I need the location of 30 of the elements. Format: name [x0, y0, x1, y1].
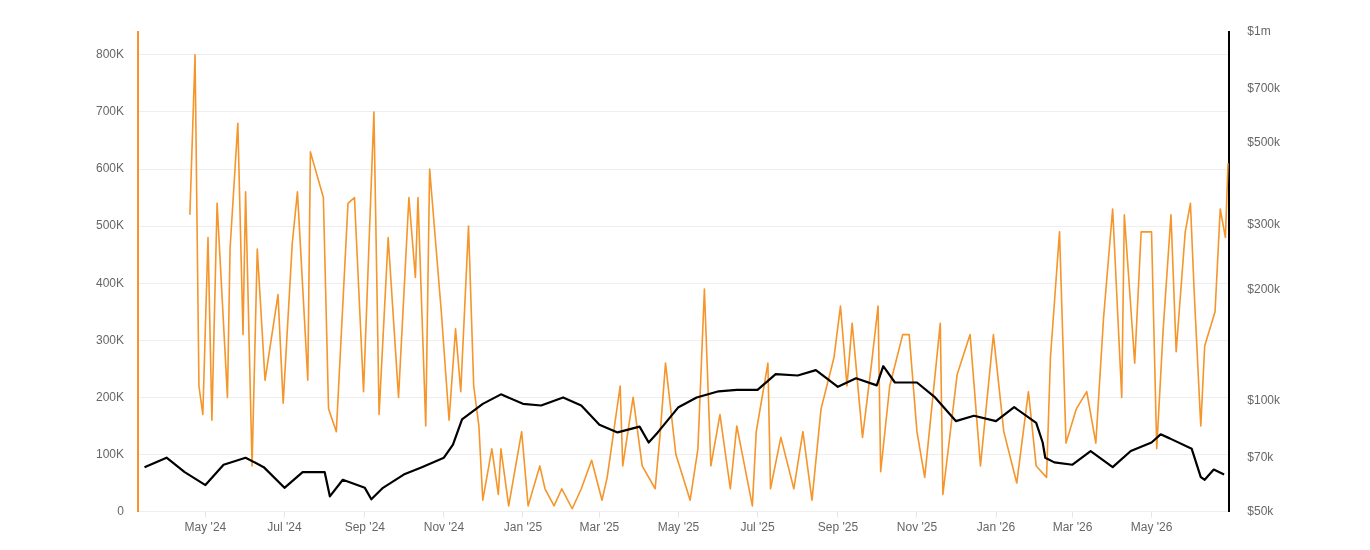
y-tick-label: 800K	[95, 47, 125, 62]
x-tick-label: May '25	[657, 520, 700, 535]
y2-tick-label: $200k	[1247, 281, 1281, 296]
y2-tick-label: $700k	[1247, 81, 1281, 96]
y-tick-label: 700K	[95, 104, 125, 119]
x-tick-label: Jul '24	[267, 520, 302, 535]
x-tick-label: Nov '25	[896, 520, 938, 535]
y2-tick-label: $300k	[1247, 217, 1281, 232]
x-tick-label: May '24	[184, 520, 227, 535]
x-tick-label: Jan '25	[503, 520, 543, 535]
y2-tick-label: $70k	[1247, 450, 1275, 465]
x-tick-label: Sep '25	[817, 520, 859, 535]
x-tick-label: Sep '24	[344, 520, 386, 535]
x-tick-label: Mar '25	[579, 520, 620, 535]
x-tick-label: Jul '25	[740, 520, 776, 535]
y2-tick-label: $50k	[1247, 503, 1275, 518]
x-tick-label: Jan '26	[976, 520, 1016, 535]
y2-tick-label: $1m	[1247, 24, 1271, 39]
y-tick-label: 500K	[95, 218, 125, 233]
y2-tick-label: $500k	[1247, 135, 1281, 150]
y2-tick-label: $100k	[1247, 392, 1281, 407]
y-tick-label: 0	[117, 503, 125, 518]
x-tick-label: May '26	[1130, 520, 1173, 535]
y-tick-label: 100K	[95, 446, 125, 461]
y-tick-label: 300K	[95, 332, 125, 347]
x-tick-label: Nov '24	[423, 520, 465, 535]
x-tick-label: Mar '26	[1052, 520, 1093, 535]
y-tick-label: 200K	[95, 389, 125, 404]
y-tick-label: 600K	[95, 161, 125, 176]
y-tick-label: 400K	[95, 275, 125, 290]
